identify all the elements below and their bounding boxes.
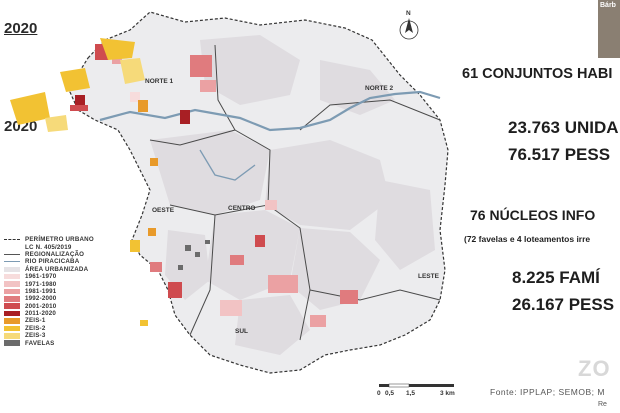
stat-pessoas-1: 76.517 PESS — [508, 145, 611, 164]
legend-label: PERÍMETRO URBANO — [25, 236, 94, 244]
legend-swatch — [4, 296, 20, 302]
legend-item: FAVELAS — [4, 339, 144, 347]
legend-line-swatch — [4, 261, 20, 263]
legend-label: FAVELAS — [25, 339, 55, 347]
legend-swatch — [4, 273, 20, 280]
stat-conjuntos: 61 CONJUNTOS HABI — [462, 66, 613, 82]
legend-label: RIO PIRACICABA — [25, 258, 80, 266]
source-note-2: Re — [598, 401, 607, 408]
legend-swatch — [4, 333, 20, 339]
legend-label: LC N. 405/2019 — [25, 243, 72, 251]
map-year-title: 2020 — [4, 20, 38, 37]
stat-pessoas-2: 26.167 PESS — [512, 295, 615, 314]
legend-swatch — [4, 325, 20, 332]
zoom-watermark: ZO — [578, 356, 611, 381]
legend-item: 1992-2000 — [4, 295, 144, 302]
legend-item: 1971-1980 — [4, 280, 144, 288]
stat-familias: 8.225 FAMÍ — [512, 268, 600, 287]
legend-swatch — [4, 318, 20, 324]
region-label-centro: CENTRO — [228, 205, 255, 212]
scale-label-3: 3 km — [440, 390, 455, 397]
map-legend: PERÍMETRO URBANO LC N. 405/2019 REGIONALIZ… — [4, 236, 144, 347]
legend-label: 1981-1991 — [25, 287, 57, 295]
legend-label: 2011-2020 — [25, 310, 57, 318]
legend-label: REGIONALIZAÇÃO — [25, 250, 85, 258]
legend-label: 1992-2000 — [25, 295, 57, 303]
legend-item: REGIONALIZAÇÃO — [4, 251, 144, 258]
scale-label-2: 1,5 — [406, 390, 415, 397]
legend-item: LC N. 405/2019 — [4, 243, 144, 251]
legend-swatch — [4, 310, 20, 317]
legend-item: ZEIS-1 — [4, 317, 144, 324]
legend-label: 1961-1970 — [25, 273, 57, 281]
legend-swatch — [4, 281, 20, 287]
webcam-participant-name: Bárb — [600, 2, 616, 9]
legend-label: 1971-1980 — [25, 280, 57, 288]
region-label-norte-2: NORTE 2 — [365, 85, 394, 92]
legend-item: 1981-1991 — [4, 288, 144, 295]
river-piracicaba — [99, 90, 441, 132]
legend-label: 2001-2010 — [25, 302, 57, 310]
legend-label: ZEIS-2 — [25, 324, 46, 332]
region-label-sul: SUL — [235, 328, 248, 335]
legend-label: ZEIS-1 — [25, 317, 46, 325]
webcam-thumbnail[interactable] — [598, 0, 620, 58]
stat-unidades: 23.763 UNIDA — [508, 118, 619, 137]
stat-nucleos-detail: (72 favelas e 4 loteamentos irre — [464, 234, 591, 244]
favela-patches — [178, 240, 210, 270]
legend-dash-swatch — [4, 239, 20, 241]
north-arrow-icon: N — [399, 10, 419, 40]
urbanized-areas — [150, 35, 435, 355]
scale-label-1: 0,5 — [385, 390, 394, 397]
legend-item: RIO PIRACICABA — [4, 258, 144, 265]
legend-item: 1961-1970 — [4, 273, 144, 280]
legend-item: 2011-2020 — [4, 310, 144, 317]
legend-label: ZEIS-3 — [25, 332, 46, 340]
region-label-oeste: OESTE — [152, 207, 175, 214]
legend-item: ÁREA URBANIZADA — [4, 266, 144, 273]
region-label-leste: LESTE — [418, 273, 440, 280]
legend-item: ZEIS-3 — [4, 332, 144, 339]
region-label-norte-1: NORTE 1 — [145, 78, 174, 85]
legend-swatch — [4, 288, 20, 295]
legend-item: 2001-2010 — [4, 303, 144, 310]
north-label: N — [406, 10, 411, 17]
legend-line-swatch — [4, 253, 20, 255]
scale-bar: 0 0,5 1,5 3 km — [377, 383, 455, 397]
source-note: Fonte: IPPLAP; SEMOB; M — [490, 387, 605, 397]
legend-swatch — [4, 303, 20, 309]
legend-swatch — [4, 266, 20, 272]
legend-item: PERÍMETRO URBANO — [4, 236, 144, 243]
legend-label: ÁREA URBANIZADA — [25, 265, 89, 273]
zeis-patches — [10, 38, 158, 326]
legend-item: ZEIS-2 — [4, 325, 144, 332]
scale-label-0: 0 — [377, 390, 381, 397]
stat-nucleos: 76 NÚCLEOS INFO — [470, 207, 596, 223]
legend-swatch — [4, 340, 20, 346]
